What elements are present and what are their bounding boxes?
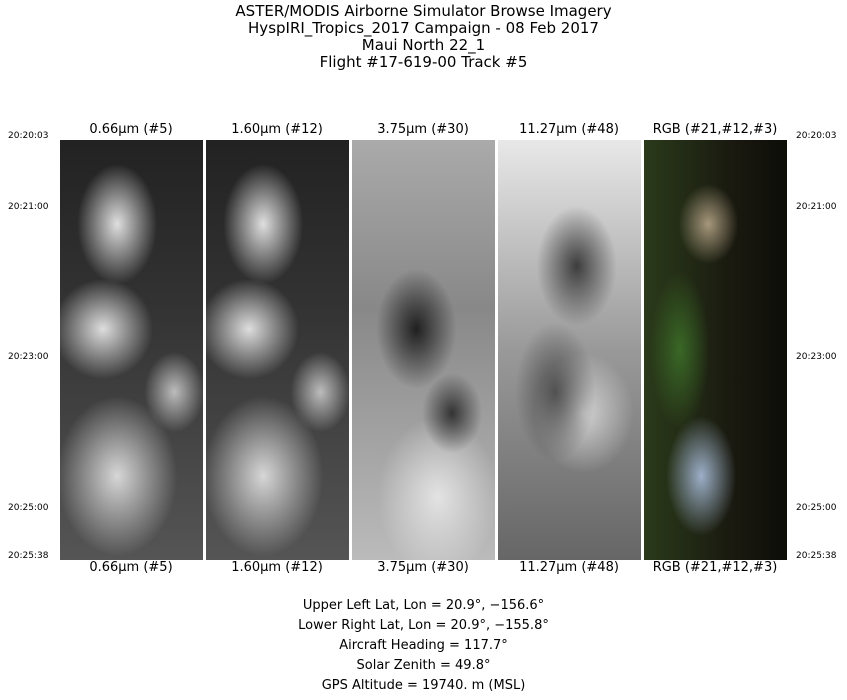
panel-label-top: 0.66μm (#5): [89, 122, 173, 137]
lower-right-lat-lon: Lower Right Lat, Lon = 20.9°, −155.8°: [298, 618, 549, 633]
solar-zenith: Solar Zenith = 49.8°: [356, 658, 491, 673]
time-label-left: 20:23:00: [8, 352, 49, 362]
title-line-4: Flight #17-619-00 Track #5: [319, 53, 528, 71]
time-label-left: 20:21:00: [8, 202, 49, 212]
panel-label-top: 3.75μm (#30): [377, 122, 469, 137]
time-label-left: 20:25:38: [8, 551, 49, 561]
title-line-3: Maui North 22_1: [361, 36, 486, 54]
time-label-right: 20:25:00: [796, 503, 837, 513]
image-panel-rgb: [644, 140, 787, 560]
time-label-right: 20:25:38: [796, 551, 837, 561]
panel-label-top: 11.27μm (#48): [519, 122, 619, 137]
panel-label-top: 1.60μm (#12): [231, 122, 323, 137]
upper-left-lat-lon: Upper Left Lat, Lon = 20.9°, −156.6°: [302, 598, 545, 613]
image-panel-11-27um: [498, 140, 641, 560]
image-panel-0-66um: [60, 140, 203, 560]
time-label-left: 20:20:03: [8, 131, 49, 141]
panel-label-bottom: RGB (#21,#12,#3): [652, 560, 778, 575]
time-label-right: 20:20:03: [796, 131, 837, 141]
time-label-right: 20:23:00: [796, 352, 837, 362]
title-line-1: ASTER/MODIS Airborne Simulator Browse Im…: [235, 2, 612, 20]
time-label-left: 20:25:00: [8, 503, 49, 513]
time-label-right: 20:21:00: [796, 202, 837, 212]
panel-label-top: RGB (#21,#12,#3): [652, 122, 778, 137]
panel-label-bottom: 11.27μm (#48): [519, 560, 619, 575]
image-panel-1-60um: [206, 140, 349, 560]
panel-label-bottom: 0.66μm (#5): [89, 560, 173, 575]
aircraft-heading: Aircraft Heading = 117.7°: [339, 638, 508, 653]
panel-label-bottom: 1.60μm (#12): [231, 560, 323, 575]
panel-label-bottom: 3.75μm (#30): [377, 560, 469, 575]
gps-altitude: GPS Altitude = 19740. m (MSL): [321, 678, 526, 693]
title-line-2: HyspIRI_Tropics_2017 Campaign - 08 Feb 2…: [248, 19, 599, 37]
image-panel-3-75um: [352, 140, 495, 560]
